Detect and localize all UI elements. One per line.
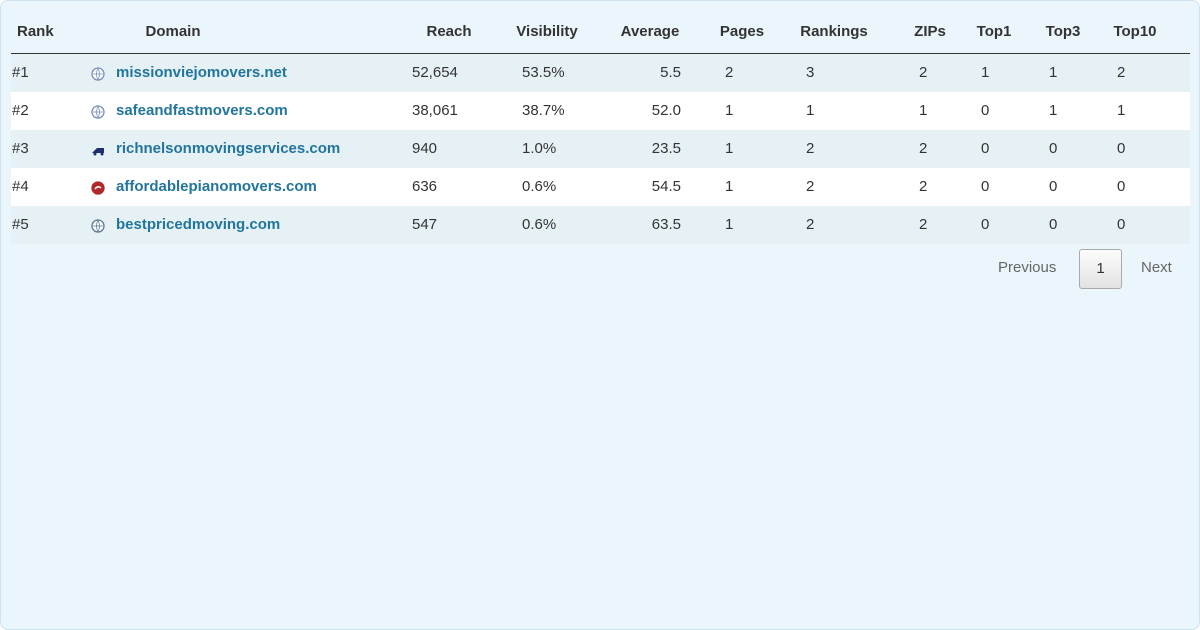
pages-cell: 1 — [725, 178, 734, 195]
average-cell: 54.5 — [651, 178, 681, 195]
domain-link[interactable]: missionviejomovers.net — [116, 64, 287, 81]
top3-cell: 0 — [1049, 216, 1058, 233]
top10-cell: 0 — [1117, 178, 1126, 195]
table-row — [11, 54, 1190, 92]
favicon — [91, 67, 105, 81]
top3-cell: 0 — [1049, 178, 1058, 195]
top1-cell: 0 — [981, 102, 990, 119]
visibility-cell: 0.6% — [522, 178, 557, 195]
top10-cell: 0 — [1117, 140, 1126, 157]
reach-cell: 636 — [412, 178, 438, 195]
top10-cell: 1 — [1117, 102, 1126, 119]
column-header[interactable]: Rankings — [800, 23, 868, 40]
zips-cell: 1 — [919, 102, 928, 119]
column-header[interactable]: Reach — [426, 23, 472, 40]
pages-cell: 1 — [725, 216, 734, 233]
zips-cell: 2 — [919, 216, 928, 233]
top10-cell: 2 — [1117, 64, 1126, 81]
visibility-cell: 0.6% — [522, 216, 557, 233]
rankings-cell: 2 — [806, 216, 815, 233]
reach-cell: 52,654 — [412, 64, 458, 81]
pages-cell: 2 — [725, 64, 734, 81]
table-row — [11, 92, 1190, 130]
table-row — [11, 168, 1190, 206]
pages-cell: 1 — [725, 140, 734, 157]
column-header[interactable]: Top3 — [1045, 23, 1081, 40]
column-header[interactable]: Pages — [719, 23, 765, 40]
rankings-cell: 3 — [806, 64, 815, 81]
top1-cell: 0 — [981, 216, 990, 233]
column-header[interactable]: Top10 — [1113, 23, 1157, 40]
column-header[interactable]: Rank — [17, 23, 54, 40]
reach-cell: 547 — [412, 216, 438, 233]
reach-cell: 38,061 — [412, 102, 458, 119]
favicon — [92, 148, 104, 156]
rankings-cell: 2 — [806, 140, 815, 157]
rankings-cell: 2 — [806, 178, 815, 195]
average-cell: 63.5 — [651, 216, 681, 233]
column-header[interactable]: Top1 — [976, 23, 1012, 40]
column-header[interactable]: Average — [620, 23, 680, 40]
previous-button[interactable]: Previous — [998, 259, 1057, 276]
top3-cell: 1 — [1049, 64, 1058, 81]
visibility-cell: 1.0% — [522, 140, 557, 157]
top1-cell: 1 — [981, 64, 990, 81]
average-cell: 52.0 — [651, 102, 681, 119]
favicon — [91, 181, 105, 195]
table-row — [11, 130, 1190, 168]
average-cell: 5.5 — [660, 64, 681, 81]
favicon — [91, 219, 105, 233]
favicon — [91, 105, 105, 119]
rankings-cell: 1 — [806, 102, 815, 119]
top1-cell: 0 — [981, 178, 990, 195]
column-header[interactable]: ZIPs — [914, 23, 946, 40]
top10-cell: 0 — [1117, 216, 1126, 233]
zips-cell: 2 — [919, 64, 928, 81]
average-cell: 23.5 — [651, 140, 681, 157]
column-header[interactable]: Visibility — [516, 23, 578, 40]
domain-link[interactable]: bestpricedmoving.com — [116, 216, 281, 233]
domain-link[interactable]: affordablepianomovers.com — [116, 178, 317, 195]
header-rule — [11, 53, 1190, 54]
next-button[interactable]: Next — [1141, 259, 1172, 276]
visibility-cell: 53.5% — [522, 64, 565, 81]
zips-cell: 2 — [919, 140, 928, 157]
page-button[interactable]: 1 — [1079, 249, 1122, 289]
pages-cell: 1 — [725, 102, 734, 119]
reach-cell: 940 — [412, 140, 438, 157]
rank-cell: #5 — [12, 216, 29, 233]
rank-cell: #4 — [12, 178, 29, 195]
zips-cell: 2 — [919, 178, 928, 195]
column-header[interactable]: Domain — [145, 23, 201, 40]
table-row — [11, 206, 1190, 244]
rank-cell: #1 — [12, 64, 29, 81]
rank-cell: #2 — [12, 102, 29, 119]
top3-cell: 0 — [1049, 140, 1058, 157]
top1-cell: 0 — [981, 140, 990, 157]
domain-link[interactable]: safeandfastmovers.com — [116, 102, 288, 119]
top3-cell: 1 — [1049, 102, 1058, 119]
rank-cell: #3 — [12, 140, 29, 157]
domain-link[interactable]: richnelsonmovingservices.com — [116, 140, 341, 157]
visibility-cell: 38.7% — [522, 102, 565, 119]
